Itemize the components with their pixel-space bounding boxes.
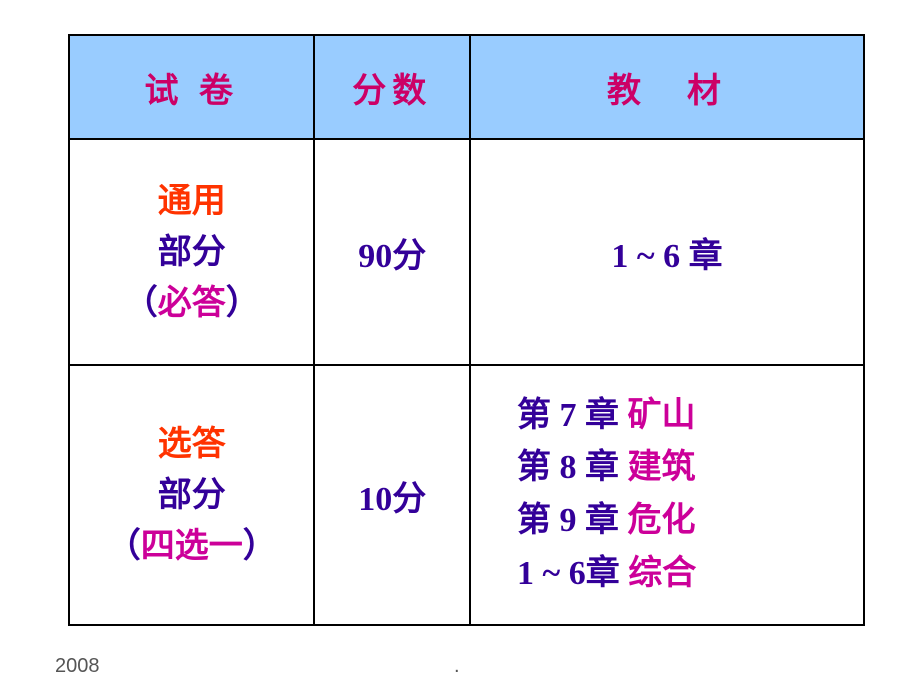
ch1-6-topic: 综合 <box>628 555 696 592</box>
optional-label: 选答 <box>70 419 313 470</box>
paren-open: （ <box>124 285 158 322</box>
ch7-topic: 矿山 <box>628 397 696 434</box>
header-score: 分数 <box>314 35 470 139</box>
ch7-label: 第 7 章 <box>517 397 628 434</box>
ch9-topic: 危化 <box>628 502 696 539</box>
optional-section-cell: 选答 部分 （四选一） <box>69 365 314 625</box>
paren-close-2: ） <box>243 528 277 565</box>
choose-one-label: 四选一 <box>141 528 243 565</box>
section-label: 部分 <box>70 227 313 278</box>
paren-close: ） <box>226 285 260 322</box>
general-score: 90分 <box>314 139 470 365</box>
ch1-6-label: 1 ~ 6章 <box>517 555 628 592</box>
ch8-label: 第 8 章 <box>517 449 628 486</box>
required-label: 必答 <box>158 285 226 322</box>
general-section-cell: 通用 部分 （必答） <box>69 139 314 365</box>
header-exam-paper: 试 卷 <box>69 35 314 139</box>
header-material: 教 材 <box>470 35 864 139</box>
exam-table: 试 卷 分数 教 材 通用 部分 （必答） 90分 1 ~ 6 章 选答 <box>68 34 865 626</box>
main-table-container: 试 卷 分数 教 材 通用 部分 （必答） 90分 1 ~ 6 章 选答 <box>68 34 865 626</box>
table-row-optional: 选答 部分 （四选一） 10分 第 7 章 矿山 第 8 章 建筑 第 9 章 … <box>69 365 864 625</box>
ch9-label: 第 9 章 <box>517 502 628 539</box>
paren-open-2: （ <box>107 528 141 565</box>
footer-dot: . <box>454 655 460 678</box>
ch8-topic: 建筑 <box>628 449 696 486</box>
general-chapters: 1 ~ 6 章 <box>470 139 864 365</box>
optional-score: 10分 <box>314 365 470 625</box>
section-label-2: 部分 <box>70 470 313 521</box>
table-header-row: 试 卷 分数 教 材 <box>69 35 864 139</box>
footer-year: 2008 <box>55 655 100 678</box>
optional-chapters-cell: 第 7 章 矿山 第 8 章 建筑 第 9 章 危化 1 ~ 6章 综合 <box>470 365 864 625</box>
general-label: 通用 <box>70 176 313 227</box>
table-row-general: 通用 部分 （必答） 90分 1 ~ 6 章 <box>69 139 864 365</box>
